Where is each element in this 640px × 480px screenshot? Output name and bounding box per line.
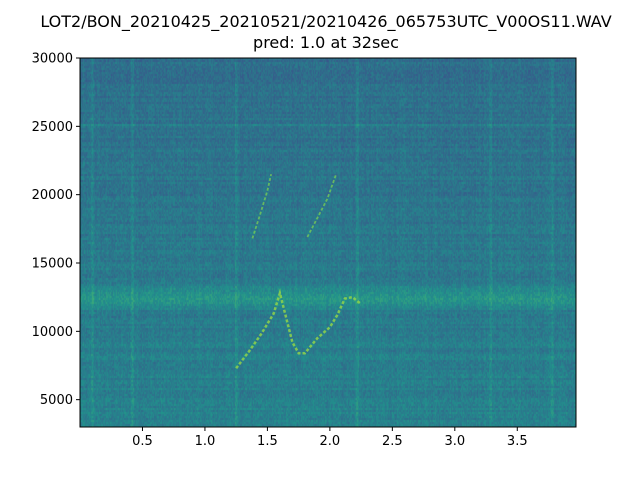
x-tick-label: 1.5 xyxy=(257,434,278,449)
y-tick-label: 10000 xyxy=(32,325,73,340)
call-trace-1 xyxy=(235,288,362,369)
y-tick-label: 5000 xyxy=(40,393,73,408)
call-trace-2 xyxy=(251,173,273,239)
y-tick-label: 25000 xyxy=(32,120,73,135)
x-tick-label: 1.0 xyxy=(195,434,216,449)
x-tick-label: 3.5 xyxy=(507,434,528,449)
y-tick-label: 30000 xyxy=(32,52,73,67)
x-tick-label: 3.0 xyxy=(444,434,465,449)
x-tick-label: 0.5 xyxy=(132,434,153,449)
y-tick-label: 20000 xyxy=(32,188,73,203)
call-trace-3 xyxy=(306,173,337,238)
y-tick-label: 15000 xyxy=(32,257,73,272)
x-tick-label: 2.5 xyxy=(382,434,403,449)
spectrogram-image xyxy=(80,58,576,427)
x-tick-label: 2.0 xyxy=(320,434,341,449)
chart-subtitle: pred: 1.0 at 32sec xyxy=(253,33,399,52)
plot-frame xyxy=(79,57,577,428)
chart-title: LOT2/BON_20210425_20210521/20210426_0657… xyxy=(40,12,612,31)
